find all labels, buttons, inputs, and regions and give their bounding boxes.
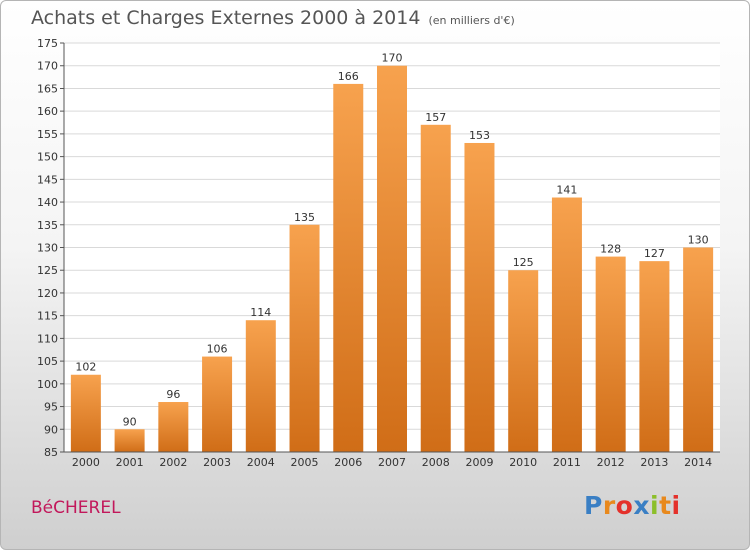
y-tick-label: 150 <box>37 151 58 164</box>
y-tick-label: 160 <box>37 105 58 118</box>
x-tick-label: 2004 <box>247 456 275 469</box>
bar <box>333 83 364 453</box>
bar <box>245 320 276 452</box>
y-tick-label: 135 <box>37 219 58 232</box>
y-tick-label: 85 <box>44 446 58 459</box>
proxiti-logo: Proxiti <box>584 491 681 520</box>
chart-subtitle: (en milliers d'€) <box>428 14 515 27</box>
bar <box>289 224 320 452</box>
data-label: 127 <box>644 247 665 260</box>
bar <box>158 402 189 452</box>
chart-title-text: Achats et Charges Externes 2000 à 2014 <box>31 7 421 29</box>
x-tick-label: 2011 <box>553 456 581 469</box>
x-tick-label: 2000 <box>72 456 100 469</box>
data-label: 157 <box>425 111 446 124</box>
logo-letter: r <box>602 491 616 520</box>
data-label: 96 <box>166 388 180 401</box>
data-label: 90 <box>123 415 137 428</box>
y-tick-label: 165 <box>37 82 58 95</box>
bar <box>683 247 714 452</box>
x-tick-label: 2012 <box>597 456 625 469</box>
chart-title: Achats et Charges Externes 2000 à 2014 (e… <box>31 7 515 29</box>
bar <box>420 124 451 453</box>
bar <box>551 197 582 452</box>
data-label: 170 <box>382 52 403 65</box>
y-tick-label: 100 <box>37 378 58 391</box>
y-tick-label: 105 <box>37 355 58 368</box>
logo-letter: x <box>633 491 650 520</box>
logo-letter: i <box>650 491 660 520</box>
data-label: 114 <box>250 306 271 319</box>
x-tick-label: 2001 <box>116 456 144 469</box>
bar <box>639 261 670 452</box>
data-label: 106 <box>207 343 228 356</box>
y-tick-label: 110 <box>37 332 58 345</box>
bar <box>595 256 626 452</box>
x-tick-label: 2005 <box>291 456 319 469</box>
logo-letter: t <box>659 491 672 520</box>
data-label: 141 <box>556 184 577 197</box>
data-label: 128 <box>600 243 621 256</box>
logo-letter: o <box>615 491 634 520</box>
y-tick-label: 155 <box>37 128 58 141</box>
bar <box>377 65 407 452</box>
data-label: 102 <box>75 361 96 374</box>
x-tick-label: 2014 <box>684 456 712 469</box>
data-label: 125 <box>513 256 534 269</box>
data-label: 166 <box>338 70 359 83</box>
bar <box>70 374 101 452</box>
x-axis: 2000 2001 2002 2003 2004 2005 2006 2007 2008 2009… <box>64 451 720 469</box>
y-tick-label: 115 <box>37 310 58 323</box>
x-tick-label: 2013 <box>640 456 668 469</box>
data-labels: 102 90 96 106 114 135 166 170 157 153 125 141 128 127… <box>75 52 708 429</box>
y-tick-label: 145 <box>37 173 58 186</box>
x-tick-label: 2010 <box>509 456 537 469</box>
y-tick-label: 95 <box>44 401 58 414</box>
y-tick-label: 90 <box>44 423 58 436</box>
bars <box>70 65 714 453</box>
bar <box>202 356 233 452</box>
x-tick-label: 2009 <box>465 456 493 469</box>
logo-letter: P <box>584 491 603 520</box>
bar <box>114 429 145 452</box>
commune-name: BéCHEREL <box>31 498 121 518</box>
y-tick-label: 125 <box>37 264 58 277</box>
x-tick-label: 2002 <box>159 456 187 469</box>
y-tick-label: 130 <box>37 242 58 255</box>
data-label: 135 <box>294 211 315 224</box>
data-label: 153 <box>469 129 490 142</box>
y-tick-label: 120 <box>37 287 58 300</box>
x-tick-label: 2003 <box>203 456 231 469</box>
y-tick-label: 170 <box>37 60 58 73</box>
x-tick-label: 2008 <box>422 456 450 469</box>
data-label: 130 <box>688 234 709 247</box>
y-tick-label: 175 <box>37 37 58 50</box>
y-tick-label: 140 <box>37 196 58 209</box>
bar <box>464 142 495 452</box>
y-axis: 85 90 95 100 105 110 115 120 125 130 135 140 145 150 1… <box>37 37 65 459</box>
logo-letter: i <box>671 491 681 520</box>
x-tick-label: 2006 <box>334 456 362 469</box>
x-tick-label: 2007 <box>378 456 406 469</box>
bar <box>508 270 539 452</box>
